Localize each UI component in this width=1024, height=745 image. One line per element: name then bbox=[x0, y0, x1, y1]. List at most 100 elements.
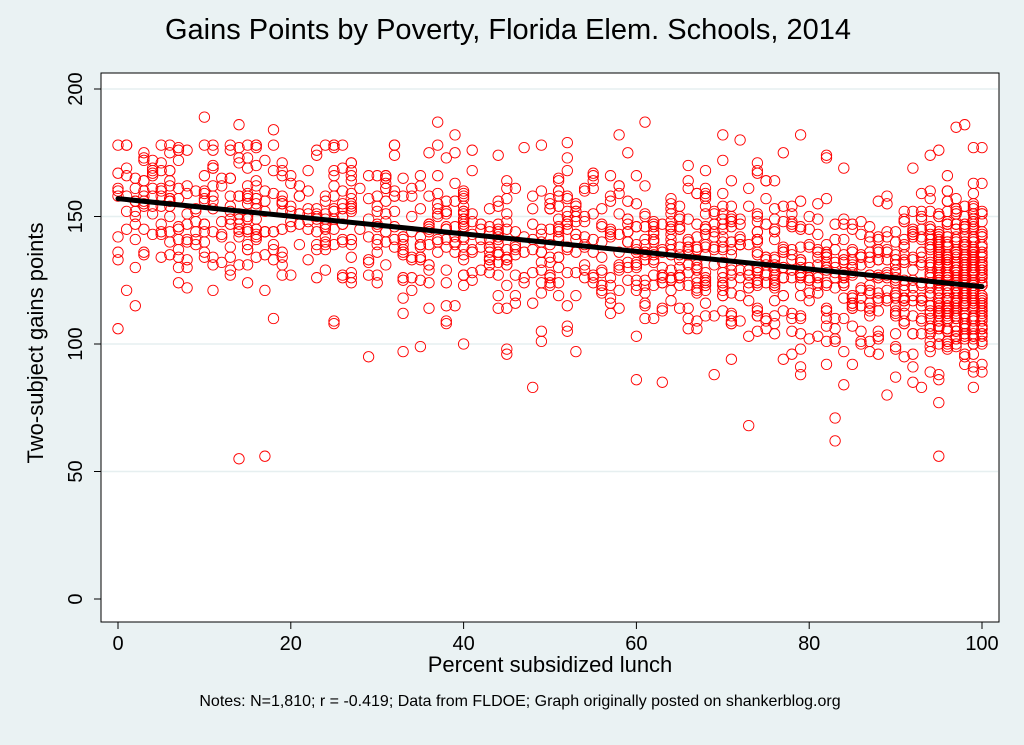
data-point bbox=[164, 147, 176, 159]
data-point bbox=[855, 300, 867, 312]
data-point bbox=[406, 210, 418, 223]
data-point bbox=[864, 251, 876, 263]
data-point bbox=[345, 238, 357, 251]
data-point bbox=[466, 274, 478, 286]
data-point bbox=[838, 218, 850, 230]
data-point bbox=[570, 228, 582, 241]
data-point bbox=[768, 226, 781, 238]
data-point bbox=[933, 330, 945, 342]
data-point bbox=[907, 310, 919, 322]
data-point bbox=[276, 198, 288, 210]
data-point bbox=[397, 345, 409, 358]
data-point bbox=[622, 213, 634, 225]
data-point bbox=[198, 187, 211, 200]
data-point bbox=[959, 300, 971, 312]
data-point bbox=[345, 251, 357, 263]
data-point bbox=[950, 233, 962, 246]
data-point bbox=[155, 226, 167, 238]
data-point bbox=[319, 231, 332, 243]
data-point bbox=[527, 203, 539, 215]
data-point bbox=[293, 190, 306, 202]
data-point bbox=[276, 170, 288, 182]
data-point bbox=[604, 279, 617, 292]
data-point bbox=[535, 277, 548, 289]
data-point bbox=[691, 218, 703, 230]
data-point bbox=[933, 144, 945, 156]
data-point bbox=[216, 172, 228, 184]
data-point bbox=[976, 272, 988, 284]
data-point bbox=[267, 312, 280, 325]
x-axis-title: Percent subsidized lunch bbox=[428, 652, 673, 677]
data-point bbox=[241, 139, 254, 151]
data-point bbox=[501, 208, 513, 220]
data-point bbox=[207, 144, 219, 156]
data-point bbox=[492, 302, 504, 314]
data-point bbox=[924, 221, 936, 233]
data-point bbox=[362, 256, 375, 269]
data-point bbox=[596, 284, 608, 297]
data-point bbox=[967, 259, 980, 271]
data-point bbox=[898, 315, 910, 327]
data-point bbox=[233, 190, 245, 202]
data-point bbox=[872, 348, 884, 360]
data-point bbox=[846, 358, 859, 371]
data-point bbox=[414, 340, 427, 353]
data-point bbox=[483, 266, 496, 279]
data-point bbox=[794, 272, 807, 284]
data-point bbox=[794, 254, 807, 266]
data-point bbox=[302, 223, 314, 235]
data-point bbox=[820, 149, 833, 161]
data-point bbox=[630, 330, 643, 342]
data-point bbox=[976, 358, 988, 371]
data-point bbox=[725, 269, 738, 281]
data-point bbox=[803, 295, 815, 307]
data-point bbox=[967, 256, 980, 269]
data-point bbox=[881, 246, 893, 258]
data-point bbox=[803, 333, 815, 345]
data-point bbox=[336, 203, 349, 215]
data-point bbox=[129, 261, 141, 274]
data-point bbox=[941, 249, 954, 261]
data-point bbox=[207, 284, 219, 297]
data-point bbox=[950, 297, 962, 309]
data-point bbox=[941, 218, 954, 230]
data-point bbox=[319, 264, 332, 276]
data-point bbox=[483, 259, 496, 271]
data-point bbox=[907, 251, 919, 263]
data-point bbox=[561, 152, 573, 164]
data-point bbox=[613, 259, 625, 271]
data-point bbox=[190, 185, 202, 197]
data-point bbox=[172, 221, 185, 233]
data-point bbox=[155, 157, 167, 169]
data-point bbox=[406, 182, 418, 195]
data-point bbox=[708, 226, 720, 238]
data-point bbox=[587, 167, 599, 179]
data-point bbox=[164, 249, 176, 261]
data-point bbox=[120, 162, 133, 174]
data-point bbox=[717, 284, 729, 297]
data-point bbox=[924, 366, 936, 378]
data-point bbox=[259, 284, 271, 297]
data-point bbox=[302, 164, 314, 177]
data-point bbox=[976, 177, 988, 190]
data-point bbox=[423, 238, 435, 251]
x-tick-label-100: 100 bbox=[965, 633, 998, 655]
data-point bbox=[371, 170, 383, 182]
data-point bbox=[803, 272, 815, 284]
data-point bbox=[207, 226, 219, 238]
data-point bbox=[457, 187, 470, 200]
data-point bbox=[760, 315, 772, 327]
data-point bbox=[976, 323, 988, 335]
data-point bbox=[112, 139, 124, 151]
data-point bbox=[622, 261, 634, 274]
data-point bbox=[855, 215, 867, 228]
data-point bbox=[596, 266, 608, 279]
data-point bbox=[898, 351, 910, 363]
data-point bbox=[241, 238, 254, 251]
data-point bbox=[501, 348, 513, 360]
data-point bbox=[129, 233, 141, 246]
data-point bbox=[725, 175, 738, 187]
data-point bbox=[466, 144, 478, 156]
data-point bbox=[699, 228, 712, 241]
data-point bbox=[552, 190, 565, 202]
